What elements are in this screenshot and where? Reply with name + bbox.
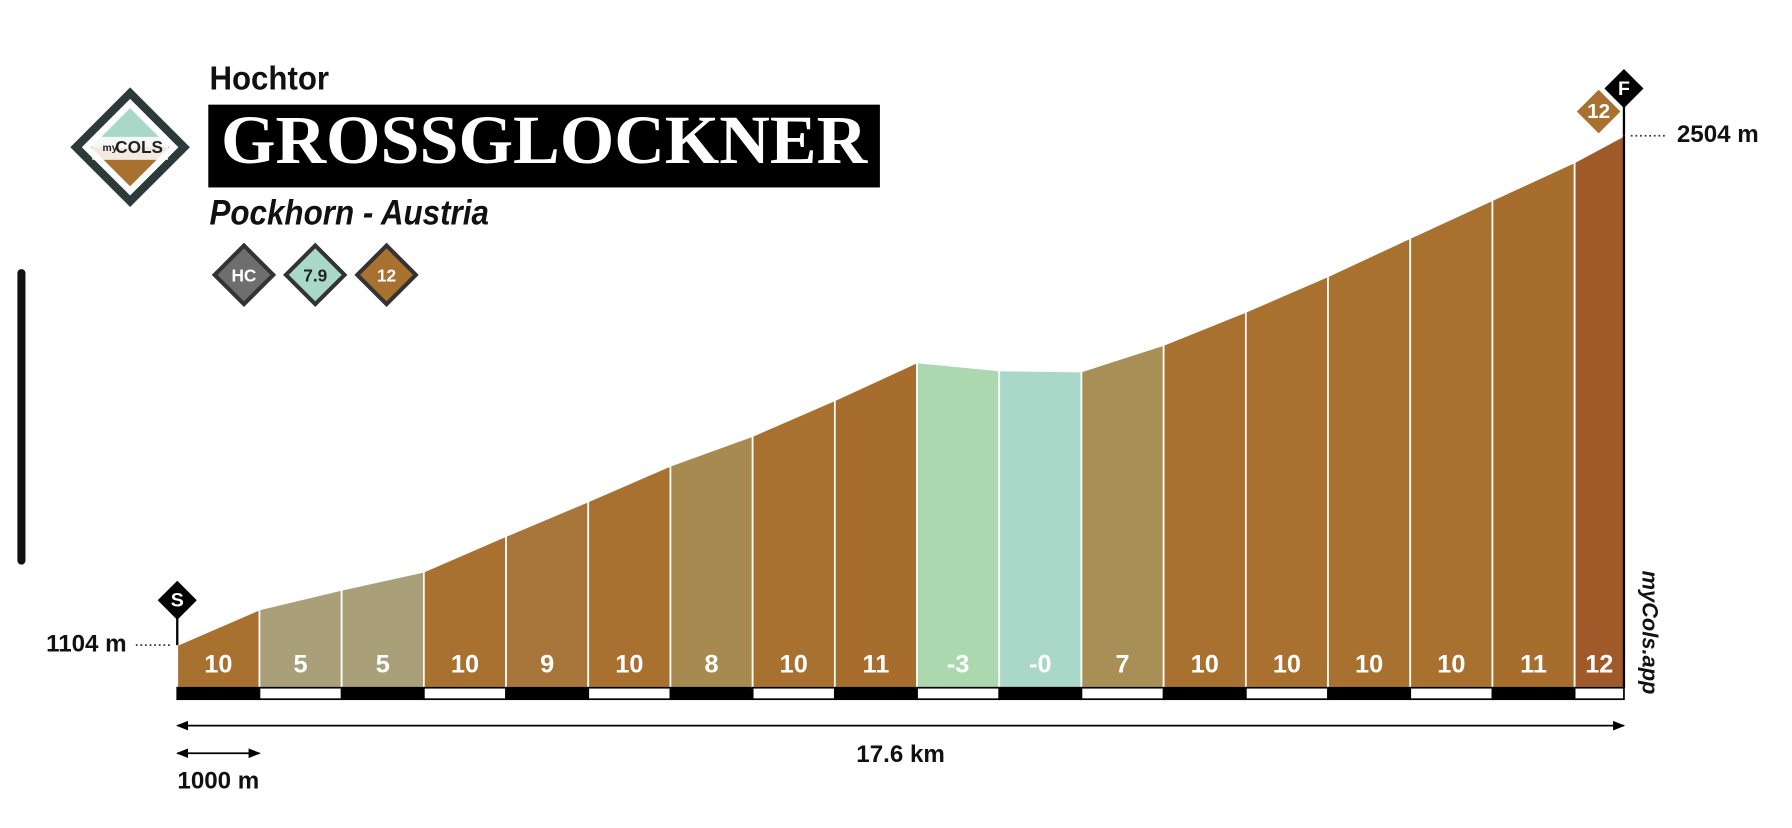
km-bar (1327, 686, 1412, 701)
segment (1244, 274, 1329, 689)
subtitle: Pockhorn - Austria (209, 192, 488, 232)
chart-title: GROSSGLOCKNER (221, 102, 868, 178)
segment (1573, 134, 1625, 689)
km-bar (833, 686, 918, 701)
gradient-label: 5 (294, 651, 308, 679)
scale-label: 1000 m (177, 767, 259, 794)
segment (1491, 160, 1576, 689)
gradient-label: 10 (451, 651, 479, 679)
distance-label: 17.6 km (856, 741, 945, 768)
km-bar (505, 686, 590, 701)
km-bar (587, 686, 672, 701)
gradient-label: -3 (947, 651, 970, 679)
km-bar (669, 686, 754, 701)
km-bar (422, 686, 507, 701)
km-bar (340, 686, 425, 701)
title-box (208, 104, 880, 188)
logo-big: COLS (115, 137, 163, 157)
logo-small: my (103, 143, 118, 154)
gradient-label: 10 (780, 651, 808, 679)
plot: 10 5 5 10 9 10 8 10 11 -3 -0 7 10 10 10 10 11 12 1104 m 250… (46, 69, 1759, 794)
gradient-label: 9 (540, 651, 554, 679)
gradient-label: -0 (1029, 651, 1052, 679)
km-bar (258, 686, 343, 701)
finish-marker: F (1618, 78, 1630, 100)
gradient-label: 10 (204, 651, 232, 679)
segment (1327, 236, 1412, 689)
elevation-label: 2504 m (1677, 121, 1759, 148)
gradient-label: 11 (863, 651, 890, 679)
km-bar (1080, 686, 1165, 701)
elevation-label: 1104 m (46, 631, 127, 658)
gradient-label: 7 (1115, 651, 1129, 679)
gradient-label: 10 (1191, 651, 1219, 679)
km-bar (1244, 686, 1329, 701)
km-bar (998, 686, 1083, 701)
km-bar (1409, 686, 1494, 701)
start-marker: S (171, 590, 184, 612)
segment (751, 398, 836, 689)
km-bar (1573, 686, 1625, 701)
badge: HC (211, 242, 277, 308)
segment (1080, 343, 1165, 689)
finish-diamond (1604, 69, 1644, 109)
segment (998, 369, 1083, 689)
summit-badge (1574, 87, 1623, 136)
gradient-label: 12 (1585, 651, 1613, 679)
logo: my COLS (70, 87, 190, 207)
segment (916, 361, 1001, 689)
km-bar (1491, 686, 1576, 701)
side-bar (17, 269, 26, 565)
segment (1162, 310, 1247, 689)
badge: 7.9 (283, 242, 348, 308)
start-diamond (157, 580, 197, 620)
gradient-label: 8 (705, 651, 719, 679)
gradient-label: 5 (376, 651, 390, 679)
pretitle: Hochtor (209, 60, 329, 97)
badge: 12 (354, 242, 419, 308)
km-bar (176, 686, 261, 701)
summit-gradient: 12 (1587, 100, 1610, 123)
km-bar (916, 686, 1001, 701)
badge-avg-gradient: 7.9 (303, 266, 327, 286)
gradient-label: 11 (1520, 651, 1547, 679)
gradient-label: 10 (615, 651, 643, 679)
km-bar (1162, 686, 1247, 701)
watermark: myCols.app (1637, 571, 1662, 695)
segment (1409, 198, 1494, 689)
km-bar (751, 686, 836, 701)
badge-category: HC (231, 266, 256, 286)
gradient-label: 10 (1273, 651, 1301, 679)
badge-max-gradient: 12 (377, 266, 396, 286)
gradient-label: 10 (1437, 651, 1465, 679)
segment (833, 361, 918, 689)
gradient-label: 10 (1355, 651, 1383, 679)
